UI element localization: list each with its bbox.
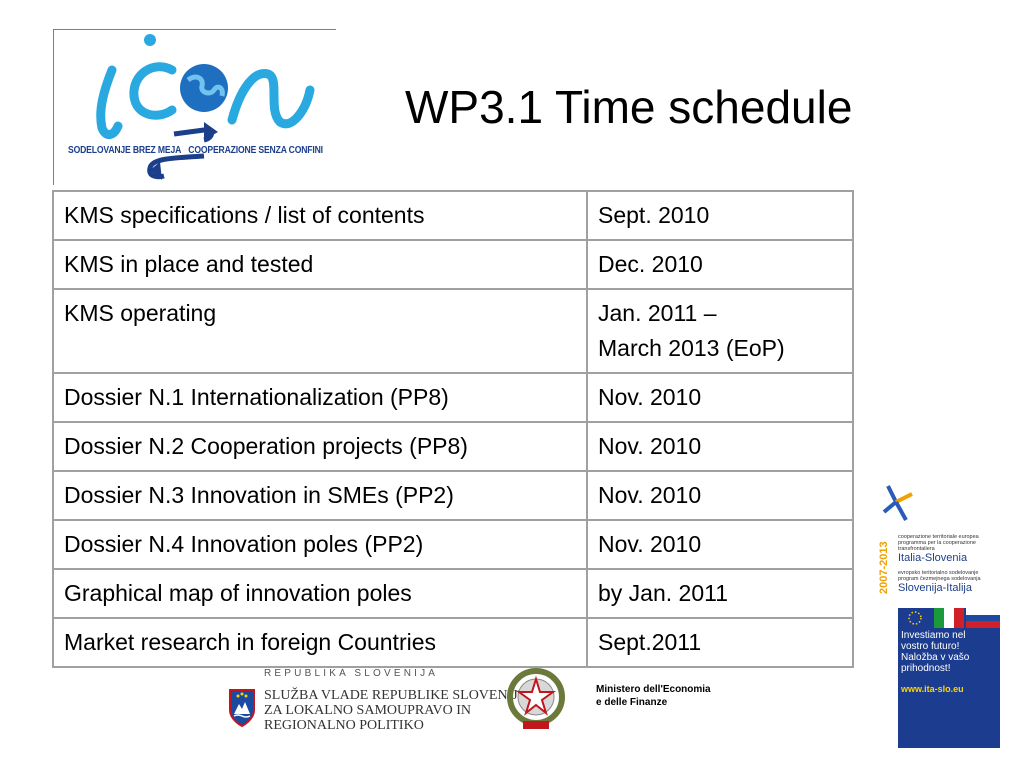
programme-logo: 2007-2013 cooperazione territoriale euro…	[878, 482, 1000, 600]
programme-it-small-3: transfrontaliera	[898, 546, 935, 552]
ministry-label: Ministero dell'Economia e delle Finanze	[596, 683, 711, 709]
date-cell: Nov. 2010	[586, 421, 854, 472]
flags-icon	[898, 608, 1000, 628]
date-cell: Jan. 2011 – March 2013 (EoP)	[586, 288, 854, 374]
slovenia-line-1: SLUŽBA VLADE REPUBLIKE SLOVENIJE	[264, 688, 527, 703]
date-cell: by Jan. 2011	[586, 568, 854, 619]
task-cell: KMS operating	[52, 288, 588, 374]
programme-sl-small-1: evropsko teritorialno sodelovanje	[898, 570, 979, 576]
slovenia-office-name: SLUŽBA VLADE REPUBLIKE SLOVENIJE ZA LOKA…	[264, 688, 526, 733]
table-row: Dossier N.3 Innovation in SMEs (PP2) Nov…	[52, 470, 854, 521]
poster-line-3: Naložba v vašo	[901, 652, 970, 663]
slovenia-coat-of-arms-icon	[229, 689, 255, 728]
icon-logo-graphic	[96, 34, 315, 180]
programme-it-name: Italia-Slovenia	[898, 552, 968, 564]
ministry-line-2: e delle Finanze	[596, 697, 668, 708]
task-cell: KMS in place and tested	[52, 239, 588, 290]
programme-years: 2007-2013	[878, 541, 890, 594]
poster-line-2: vostro futuro!	[901, 641, 960, 652]
poster-url: www.ita-slo.eu	[901, 684, 964, 694]
task-cell: Dossier N.1 Internationalization (PP8)	[52, 372, 588, 423]
programme-it-small-2: programma per la cooperazione	[898, 540, 976, 546]
date-cell: Nov. 2010	[586, 470, 854, 521]
schedule-table: KMS specifications / list of contents Se…	[52, 190, 854, 668]
poster-line-4: prihodnost!	[901, 663, 951, 674]
icon-project-logo: SODELOVANJE BREZ MEJA COOPERAZIONE SENZA…	[53, 29, 336, 185]
slovenia-line-2: ZA LOKALNO SAMOUPRAVO IN	[264, 703, 472, 718]
logo-caption: SODELOVANJE BREZ MEJA COOPERAZIONE SENZA…	[68, 144, 328, 156]
date-line-1: Jan. 2011 –	[598, 300, 717, 326]
poster-slogan: Investiamo nel vostro futuro! Naložba v …	[901, 630, 969, 674]
table-row: KMS operating Jan. 2011 – March 2013 (Eo…	[52, 288, 854, 374]
date-cell: Nov. 2010	[586, 519, 854, 570]
task-cell: Dossier N.3 Innovation in SMEs (PP2)	[52, 470, 588, 521]
date-cell: Dec. 2010	[586, 239, 854, 290]
task-cell: Dossier N.2 Cooperation projects (PP8)	[52, 421, 588, 472]
task-cell: Market research in foreign Countries	[52, 617, 588, 668]
table-row: Dossier N.2 Cooperation projects (PP8) N…	[52, 421, 854, 472]
logo-caption-left: SODELOVANJE BREZ MEJA	[68, 144, 182, 156]
task-cell: Dossier N.4 Innovation poles (PP2)	[52, 519, 588, 570]
table-row: Dossier N.1 Internationalization (PP8) N…	[52, 372, 854, 423]
date-cell: Nov. 2010	[586, 372, 854, 423]
programme-it-small-1: cooperazione territoriale europea	[898, 534, 979, 540]
programme-star-icon	[882, 485, 913, 521]
poster-line-1: Investiamo nel	[901, 630, 966, 641]
italian-emblem-icon	[507, 668, 565, 729]
table-row: Dossier N.4 Innovation poles (PP2) Nov. …	[52, 519, 854, 570]
programme-sl-name: Slovenija-Italija	[898, 582, 972, 594]
task-cell: KMS specifications / list of contents	[52, 190, 588, 241]
table-row: KMS specifications / list of contents Se…	[52, 190, 854, 241]
ministry-line-1: Ministero dell'Economia	[596, 684, 711, 695]
slovenia-line-3: REGIONALNO POLITIKO	[264, 718, 424, 733]
programme-sl-small-2: program čezmejnega sodelovanja	[898, 576, 981, 582]
date-cell: Sept.2011	[586, 617, 854, 668]
date-cell: Sept. 2010	[586, 190, 854, 241]
slovenia-header: REPUBLIKA SLOVENIJA	[264, 668, 439, 679]
table-row: Market research in foreign Countries Sep…	[52, 617, 854, 668]
logo-caption-right: COOPERAZIONE SENZA CONFINI	[188, 144, 323, 156]
programme-poster: Investiamo nel vostro futuro! Naložba v …	[898, 608, 1000, 748]
task-cell: Graphical map of innovation poles	[52, 568, 588, 619]
date-line-2: March 2013 (EoP)	[598, 335, 785, 361]
table-row: Graphical map of innovation poles by Jan…	[52, 568, 854, 619]
page-title: WP3.1 Time schedule	[405, 81, 853, 133]
slovenia-gov-logo: REPUBLIKA SLOVENIJA SLUŽBA VLADE REPUBLI…	[228, 668, 526, 738]
table-row: KMS in place and tested Dec. 2010	[52, 239, 854, 290]
